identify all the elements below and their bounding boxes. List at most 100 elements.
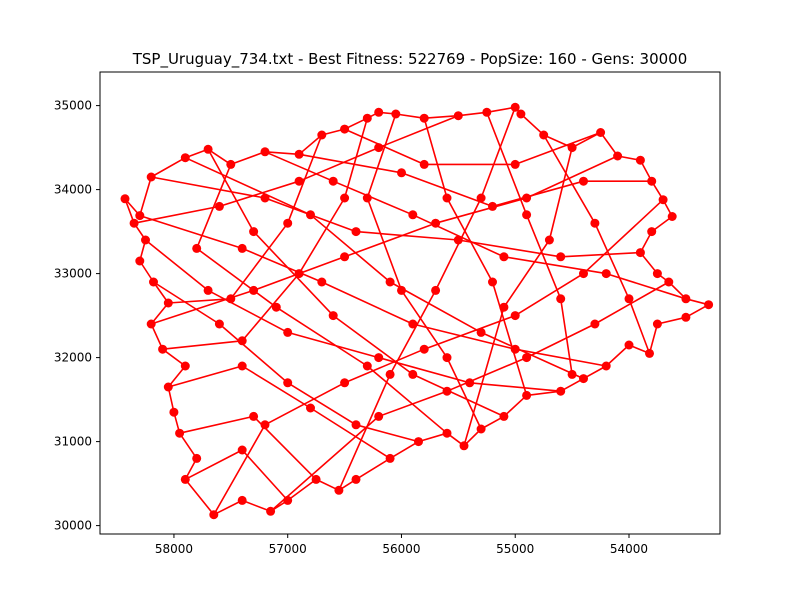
route-segment <box>309 407 391 460</box>
city-point <box>544 235 554 245</box>
city-point <box>635 248 645 258</box>
city-point <box>294 269 304 279</box>
city-point <box>459 441 469 451</box>
route-segment <box>167 365 243 388</box>
x-axis: 58000 57000 56000 55000 54000 <box>155 534 648 556</box>
city-point <box>664 277 674 287</box>
route-segment <box>230 222 289 300</box>
city-point <box>482 107 492 117</box>
route-lines-layer <box>124 106 710 516</box>
city-point <box>419 159 429 169</box>
city-point <box>476 327 486 337</box>
route-segment <box>207 289 289 334</box>
city-point <box>149 277 158 287</box>
city-point <box>226 294 236 304</box>
route-segment <box>377 356 471 384</box>
route-segment <box>286 381 357 426</box>
city-point <box>351 420 361 430</box>
city-point <box>283 218 293 228</box>
y-tick-label: 35000 <box>54 99 92 113</box>
city-point <box>214 201 224 211</box>
route-segment <box>343 128 426 166</box>
city-point <box>499 252 509 262</box>
city-point <box>192 453 202 463</box>
city-point <box>294 176 304 186</box>
city-point <box>419 113 429 123</box>
city-point <box>488 277 497 287</box>
route-segment <box>152 281 221 325</box>
city-point <box>351 474 361 484</box>
city-point <box>214 319 224 329</box>
city-point <box>681 312 691 322</box>
route-segment <box>144 239 209 292</box>
city-point <box>556 386 566 396</box>
city-point <box>385 277 395 287</box>
route-segment <box>184 156 312 216</box>
city-point <box>385 369 395 379</box>
route-segment <box>423 117 448 199</box>
city-point <box>647 176 657 186</box>
route-segment <box>269 415 380 513</box>
city-point <box>539 130 549 140</box>
city-point <box>266 506 276 516</box>
city-point <box>510 311 520 321</box>
city-point <box>334 485 344 495</box>
route-segment <box>514 348 608 367</box>
route-series-line <box>124 106 710 516</box>
city-point <box>237 243 247 253</box>
city-point <box>567 143 577 153</box>
y-axis: 30000 31000 32000 33000 34000 35000 <box>54 99 100 533</box>
city-point <box>647 227 657 237</box>
city-point <box>249 285 259 295</box>
route-segment <box>338 373 391 492</box>
city-point <box>146 319 156 329</box>
city-point <box>442 428 452 438</box>
city-point <box>510 344 520 354</box>
city-point <box>522 353 532 363</box>
y-tick-label: 30000 <box>54 519 92 533</box>
city-point <box>704 300 714 310</box>
route-segment <box>548 146 573 241</box>
route-segment <box>400 172 494 208</box>
route-segment <box>377 114 460 149</box>
city-point <box>328 311 338 321</box>
city-point <box>260 147 270 157</box>
city-point <box>419 344 429 354</box>
route-segment <box>525 155 619 199</box>
route-segment <box>252 230 335 317</box>
city-point <box>522 210 532 220</box>
city-point <box>340 378 350 388</box>
route-segment <box>411 373 505 418</box>
route-segment <box>463 306 505 447</box>
route-segment <box>605 272 687 300</box>
city-point <box>556 294 566 304</box>
city-point <box>374 411 384 421</box>
route-segment <box>485 111 528 216</box>
city-point <box>374 353 384 363</box>
city-point <box>453 235 463 245</box>
x-tick-label: 55000 <box>496 542 534 556</box>
city-point <box>169 407 179 417</box>
city-point <box>408 319 418 329</box>
city-point <box>135 211 145 221</box>
route-segment <box>309 214 391 283</box>
city-point <box>465 378 475 388</box>
city-point <box>226 159 236 169</box>
city-point <box>431 285 441 295</box>
city-point <box>652 269 662 279</box>
city-point <box>249 411 259 421</box>
city-point <box>681 294 691 304</box>
route-segment <box>167 297 232 304</box>
city-point <box>237 336 247 346</box>
city-point <box>271 302 281 312</box>
route-segment <box>218 180 300 208</box>
route-segment <box>503 255 608 275</box>
city-point <box>260 420 270 430</box>
city-point <box>408 369 418 379</box>
city-point <box>362 193 372 203</box>
city-point <box>180 361 190 371</box>
city-point <box>180 474 190 484</box>
city-point <box>158 344 168 354</box>
route-segment <box>218 323 289 384</box>
